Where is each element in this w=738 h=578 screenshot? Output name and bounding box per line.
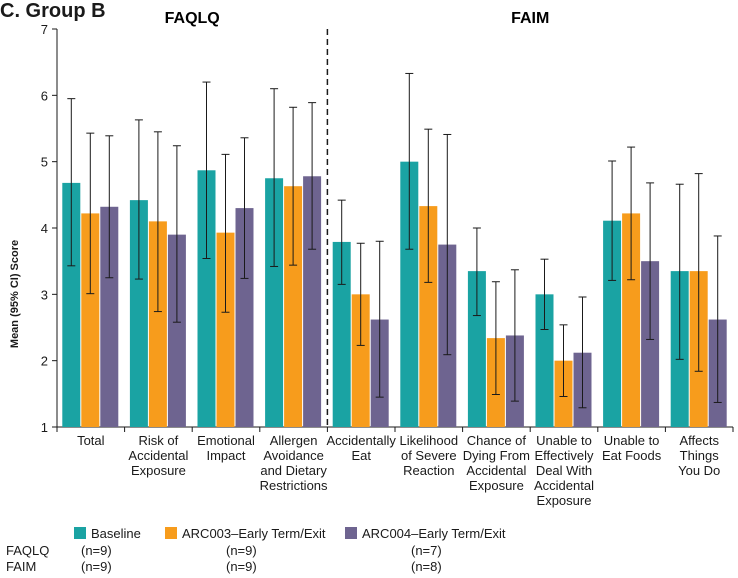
bar-chart: C. Group B FAQLQ FAIM Mean (95% CI) Score…: [0, 0, 734, 508]
y-tick-label: 3: [41, 287, 48, 302]
x-tick-label-line: Restrictions: [260, 478, 328, 493]
x-tick-label-line: Accidentally: [327, 433, 397, 448]
bar: [535, 294, 554, 427]
x-tick-label-line: Avoidance: [263, 448, 323, 463]
panel-title: FAIM: [511, 10, 549, 27]
n-row-label: FAQLQ: [6, 543, 50, 558]
legend-label-arc004: ARC004–Early Term/Exit: [362, 525, 506, 541]
x-tick-label-line: Exposure: [469, 478, 524, 493]
bar: [332, 241, 351, 427]
bar: [284, 186, 303, 427]
x-tick-label: Unable to Effectively Deal With Accidental E…: [534, 433, 594, 508]
legend-item-arc003: ARC003–Early Term/Exit: [165, 524, 326, 542]
n-row-faqlq: FAQLQ (n=9) (n=9) (n=7): [6, 543, 726, 559]
bar: [603, 220, 622, 427]
x-tick-label-line: Unable to: [604, 433, 660, 448]
n-baseline: (n=9): [81, 543, 112, 558]
x-tick-label-line: Accidental: [534, 478, 594, 493]
x-tick-label-line: Dying From: [463, 448, 530, 463]
x-tick-label-line: Affects: [679, 433, 719, 448]
x-tick-label-line: Chance of: [467, 433, 527, 448]
x-tick-label: Accidentally Eat: [327, 433, 397, 463]
bar: [129, 200, 148, 427]
x-tick-label-line: of Severe: [401, 448, 457, 463]
panel-titles: FAQLQ FAIM: [165, 10, 550, 27]
figure-label: C. Group B: [0, 0, 106, 22]
error-bars: [67, 72, 722, 409]
n-arc003: (n=9): [226, 559, 257, 574]
legend-label-baseline: Baseline: [91, 525, 141, 541]
x-tick-label: Allergen Avoidance and Dietary Restrictions: [260, 433, 328, 493]
x-tick-label-line: Exposure: [131, 463, 186, 478]
bar: [197, 170, 216, 428]
x-tick-label-line: Risk of: [139, 433, 179, 448]
y-tick-label: 2: [41, 354, 48, 369]
legend-item-baseline: Baseline: [74, 524, 141, 542]
bar: [216, 232, 235, 427]
legend-swatch-baseline: [74, 527, 86, 539]
x-tick-label-line: Likelihood: [400, 433, 459, 448]
x-tick-label-line: Effectively: [534, 448, 594, 463]
bar: [235, 208, 254, 427]
bar-series: [62, 161, 727, 428]
legend: Baseline ARC003–Early Term/Exit ARC004–E…: [6, 524, 726, 578]
bar: [419, 206, 438, 427]
bar: [81, 213, 100, 427]
n-arc003: (n=9): [226, 543, 257, 558]
x-tick-label-line: Impact: [206, 448, 245, 463]
x-tick-label-line: You Do: [678, 463, 720, 478]
x-tick-label-line: and Dietary: [260, 463, 327, 478]
x-tick-label-line: Reaction: [403, 463, 454, 478]
bar: [351, 294, 370, 427]
y-tick-label: 4: [41, 221, 48, 236]
n-row-faim: FAIM (n=9) (n=9) (n=8): [6, 559, 726, 575]
x-tick-label-line: Total: [77, 433, 105, 448]
x-tick-label: Emotional Impact: [197, 433, 255, 463]
bar: [641, 261, 660, 427]
y-tick-label: 5: [41, 155, 48, 170]
n-row-label: FAIM: [6, 559, 37, 574]
panel-title: FAQLQ: [165, 10, 220, 27]
x-tick-label-line: Allergen: [270, 433, 318, 448]
y-axis-title: Mean (95% CI) Score: [9, 240, 21, 348]
x-tick-label-line: Unable to: [536, 433, 592, 448]
x-tick-label-line: Accidental: [466, 463, 526, 478]
x-tick-label: Unable to Eat Foods: [602, 433, 662, 463]
x-tick-label-line: Things: [680, 448, 720, 463]
legend-swatch-arc003: [165, 527, 177, 539]
legend-label-arc003: ARC003–Early Term/Exit: [182, 525, 326, 541]
x-tick-label-line: Emotional: [197, 433, 255, 448]
x-tick-label: Chance of Dying From Accidental Exposure: [463, 433, 530, 493]
y-tick-label: 1: [41, 420, 48, 435]
x-tick-label: Risk of Accidental Exposure: [128, 433, 188, 478]
bar: [62, 182, 81, 427]
y-tick-label: 7: [41, 22, 48, 37]
bar: [148, 221, 167, 427]
x-tick-label-line: Deal With: [536, 463, 592, 478]
bar: [622, 213, 641, 427]
n-arc004: (n=8): [411, 559, 442, 574]
bar: [467, 271, 486, 427]
x-tick-label-line: Eat Foods: [602, 448, 662, 463]
x-tick-label: Affects Things You Do: [678, 433, 720, 478]
n-arc004: (n=7): [411, 543, 442, 558]
bar: [303, 176, 322, 427]
legend-item-arc004: ARC004–Early Term/Exit: [345, 524, 506, 542]
y-tick-label: 6: [41, 88, 48, 103]
x-tick-label-line: Exposure: [537, 493, 592, 508]
n-baseline: (n=9): [81, 559, 112, 574]
legend-swatch-arc004: [345, 527, 357, 539]
bar: [400, 161, 419, 427]
x-tick-label: Total: [77, 433, 105, 448]
bar: [100, 206, 119, 427]
x-tick-label-line: Accidental: [128, 448, 188, 463]
bar: [265, 178, 284, 427]
x-tick-label-line: Eat: [351, 448, 371, 463]
x-tick-label: Likelihood of Severe Reaction: [400, 433, 459, 478]
bar: [167, 234, 186, 427]
